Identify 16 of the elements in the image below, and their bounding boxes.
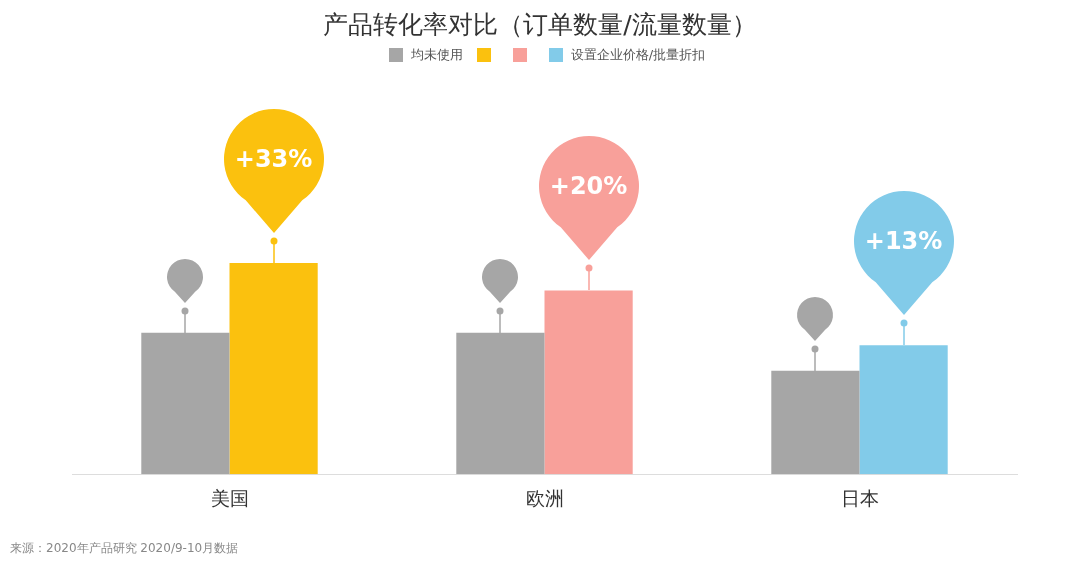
bar — [141, 332, 230, 475]
bar — [456, 332, 545, 475]
bar — [229, 263, 318, 475]
x-tick-label: 美国 — [210, 487, 249, 509]
x-tick-label: 日本 — [840, 487, 879, 509]
bar — [859, 345, 948, 475]
text: +20% — [548, 171, 629, 202]
chart-title: 产品转化率对比（订单数量/流量数量） — [322, 9, 758, 41]
bar — [544, 290, 633, 475]
legend-label: 均未使用 — [410, 46, 463, 64]
legend-label: 设置企业价格/批量折扣 — [570, 46, 706, 64]
source-note: 来源：2020年产品研究 2020/9-10月数据 — [10, 540, 239, 557]
text: +33% — [233, 144, 314, 174]
bar — [771, 370, 860, 475]
x-tick-label: 欧洲 — [525, 487, 564, 509]
text: +13% — [863, 226, 944, 257]
